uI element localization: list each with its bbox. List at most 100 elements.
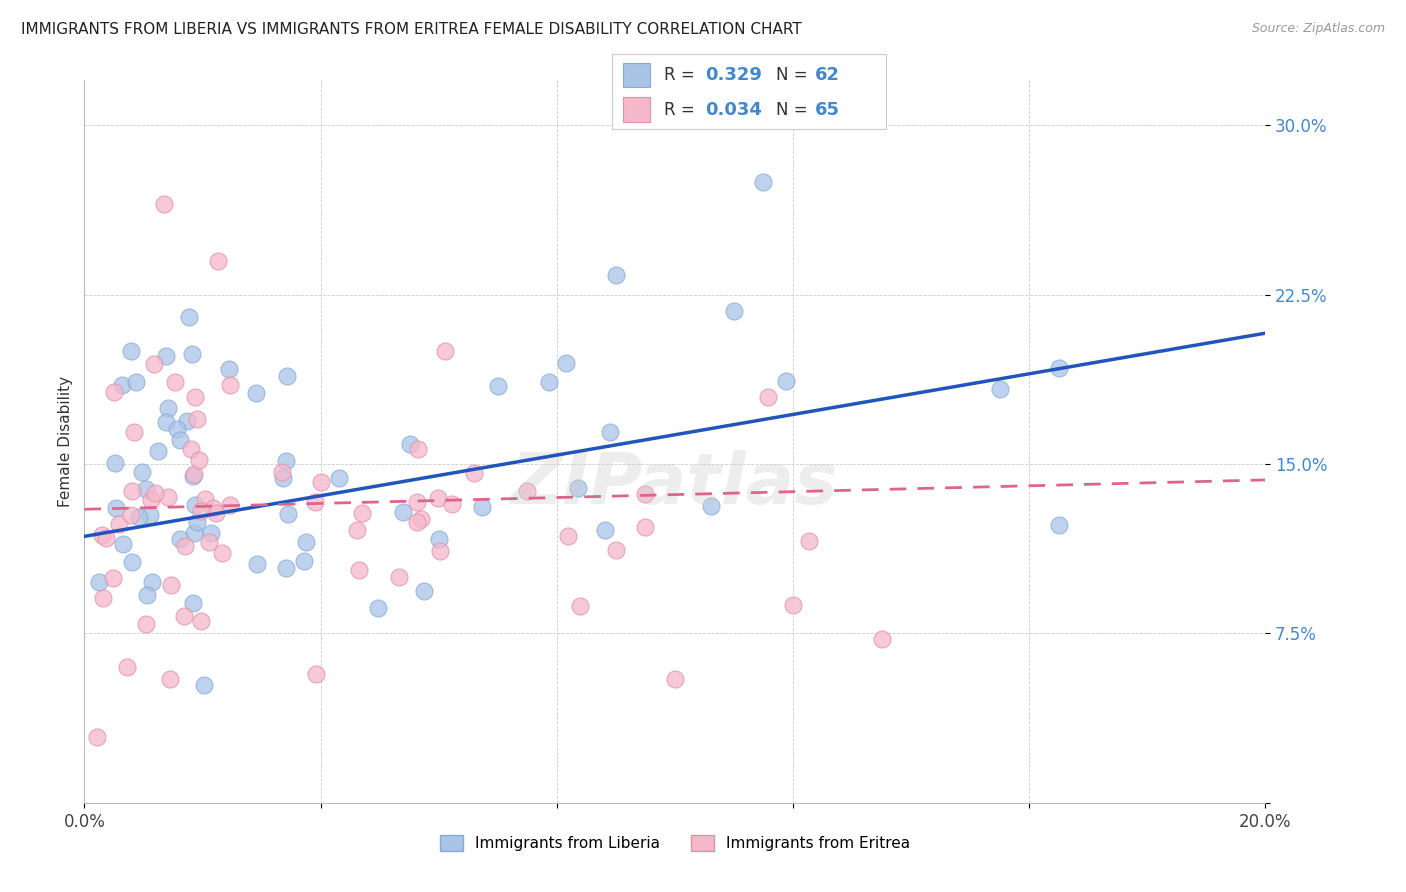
Point <box>569 599 592 614</box>
Point <box>309 475 332 489</box>
Point <box>155 415 177 429</box>
Point <box>173 539 195 553</box>
Point <box>605 543 627 558</box>
Point <box>87 575 110 590</box>
Point <box>567 481 589 495</box>
Point <box>205 506 228 520</box>
Point <box>173 609 195 624</box>
Point <box>988 383 1011 397</box>
Point <box>183 526 205 541</box>
Point <box>405 495 427 509</box>
Point <box>101 571 124 585</box>
Point <box>799 534 821 549</box>
Point <box>292 554 315 568</box>
Point <box>198 535 221 549</box>
Point <box>392 505 415 519</box>
Point <box>105 501 128 516</box>
Point <box>218 362 240 376</box>
Point <box>634 487 657 501</box>
Point <box>700 499 723 513</box>
Point <box>471 500 494 514</box>
Point <box>349 563 371 577</box>
Point <box>211 546 233 560</box>
Point <box>463 467 485 481</box>
Point <box>181 469 204 483</box>
Point <box>555 356 578 370</box>
Point <box>411 512 433 526</box>
Point <box>557 529 579 543</box>
Point <box>135 588 157 602</box>
Point <box>139 492 162 507</box>
Bar <box>623 62 650 87</box>
Bar <box>623 97 650 122</box>
Point <box>664 672 686 686</box>
Point <box>218 378 240 392</box>
Point <box>93 591 115 605</box>
Point <box>441 497 464 511</box>
Point <box>486 379 509 393</box>
Point <box>183 467 205 481</box>
Text: Source: ZipAtlas.com: Source: ZipAtlas.com <box>1251 22 1385 36</box>
Point <box>305 667 328 681</box>
Point <box>141 575 163 590</box>
Point <box>367 601 389 615</box>
Text: IMMIGRANTS FROM LIBERIA VS IMMIGRANTS FROM ERITREA FEMALE DISABILITY CORRELATION: IMMIGRANTS FROM LIBERIA VS IMMIGRANTS FR… <box>21 22 801 37</box>
Text: R =: R = <box>664 66 700 84</box>
Point <box>599 425 621 440</box>
Point <box>120 508 142 522</box>
Text: N =: N = <box>776 66 813 84</box>
Point <box>537 376 560 390</box>
Point <box>399 437 422 451</box>
Point <box>295 535 318 549</box>
Point <box>187 453 209 467</box>
Point <box>157 401 180 415</box>
Point <box>181 347 204 361</box>
Point <box>169 433 191 447</box>
Point <box>426 491 449 505</box>
Point <box>634 520 657 534</box>
Point <box>782 599 804 613</box>
Text: 0.329: 0.329 <box>704 66 762 84</box>
Point <box>131 465 153 479</box>
Point <box>143 486 166 500</box>
Point <box>388 570 411 584</box>
Point <box>274 454 297 468</box>
Point <box>90 528 112 542</box>
Point <box>193 678 215 692</box>
Point <box>328 471 350 485</box>
Point <box>111 537 134 551</box>
Point <box>176 414 198 428</box>
Text: 0.034: 0.034 <box>704 101 762 119</box>
Point <box>186 515 208 529</box>
Point <box>153 197 176 211</box>
Text: N =: N = <box>776 101 813 119</box>
Point <box>406 515 429 529</box>
Point <box>169 532 191 546</box>
Point <box>218 498 240 512</box>
Y-axis label: Female Disability: Female Disability <box>58 376 73 508</box>
Point <box>165 375 187 389</box>
Point <box>104 456 127 470</box>
Point <box>159 672 181 686</box>
Point <box>723 304 745 318</box>
Text: R =: R = <box>664 101 700 119</box>
Point <box>605 268 627 282</box>
Point <box>870 632 893 647</box>
Point <box>775 374 797 388</box>
Point <box>139 508 162 522</box>
Point <box>135 482 157 496</box>
Point <box>245 386 267 401</box>
Point <box>752 175 775 189</box>
Point <box>246 557 269 571</box>
Point <box>200 526 222 541</box>
Point <box>181 596 204 610</box>
Point <box>121 555 143 569</box>
Point <box>177 310 200 325</box>
Point <box>190 504 212 518</box>
Point <box>125 375 148 389</box>
Point <box>271 465 294 479</box>
Point <box>155 349 177 363</box>
Point <box>412 583 434 598</box>
Point <box>346 523 368 537</box>
Point <box>186 411 208 425</box>
